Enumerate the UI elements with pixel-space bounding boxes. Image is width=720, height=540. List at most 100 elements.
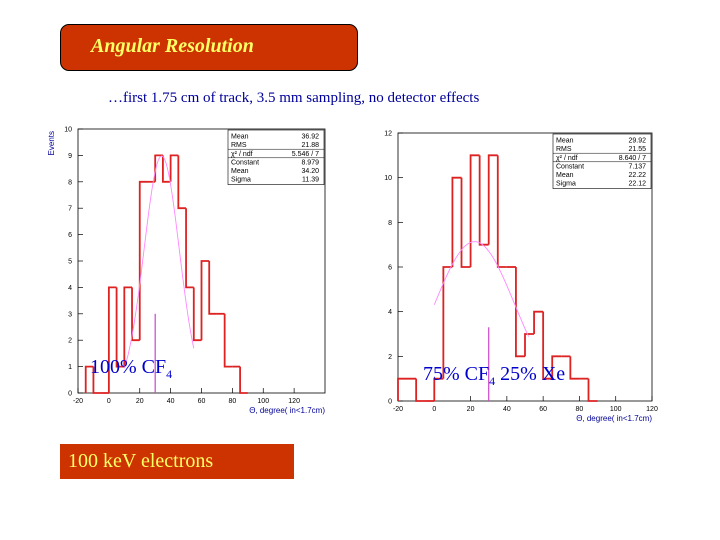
x-tick-label: 120 xyxy=(288,398,300,405)
x-tick-label: 0 xyxy=(107,398,111,405)
x-tick-label: -20 xyxy=(73,398,83,405)
histogram-bin xyxy=(84,365,94,393)
y-tick-label: 6 xyxy=(388,265,392,272)
histogram-bin xyxy=(169,154,179,182)
stats-label: χ² / ndf xyxy=(231,151,253,158)
y-tick-label: 8 xyxy=(68,179,72,186)
histogram-bin xyxy=(397,377,417,401)
y-axis-label: Events xyxy=(47,131,56,155)
stats-value: 8.640 / 7 xyxy=(619,155,646,162)
stats-value: 21.88 xyxy=(301,142,319,149)
stats-value: 21.55 xyxy=(628,146,646,153)
histogram-bin xyxy=(469,154,480,267)
stats-box xyxy=(227,129,325,185)
histogram-bin xyxy=(138,180,148,341)
histogram-bin xyxy=(496,155,507,268)
histogram-bin xyxy=(442,266,453,379)
stats-value: 29.92 xyxy=(628,138,646,145)
y-tick-label: 3 xyxy=(68,311,72,318)
stats-label: Constant xyxy=(556,163,584,170)
histogram-bin xyxy=(524,333,535,357)
histogram-bin xyxy=(239,366,248,394)
histogram-bin xyxy=(515,267,525,358)
stats-label: Sigma xyxy=(231,177,251,184)
y-tick-label: 4 xyxy=(68,285,72,292)
x-tick-label: 60 xyxy=(198,398,206,405)
x-tick-label: -20 xyxy=(393,406,403,413)
energy-banner: 100 keV electrons xyxy=(60,444,294,479)
histogram-bin xyxy=(123,286,133,367)
stats-value: 5.546 / 7 xyxy=(292,151,319,158)
y-tick-label: 6 xyxy=(68,232,72,239)
gas-mixture-label: 100% CF4 xyxy=(90,356,172,381)
histogram-bin xyxy=(223,313,233,368)
gaussian-fit-curve xyxy=(433,241,530,337)
histogram-bin xyxy=(451,176,462,267)
x-tick-label: 80 xyxy=(576,406,584,413)
histogram-bin xyxy=(192,287,202,342)
y-tick-label: 12 xyxy=(384,131,392,138)
y-tick-label: 1 xyxy=(68,364,72,371)
stats-label: χ² / ndf xyxy=(556,155,578,162)
stats-value: 7.137 xyxy=(628,163,646,170)
y-tick-label: 10 xyxy=(384,175,392,182)
histogram-bin xyxy=(208,261,217,315)
x-tick-label: 100 xyxy=(610,406,622,413)
histogram-bin xyxy=(162,155,171,183)
x-tick-label: 100 xyxy=(257,398,269,405)
gaussian-fit-curve xyxy=(123,155,195,369)
histogram-bin xyxy=(587,378,598,402)
histogram-bin xyxy=(177,155,187,210)
y-tick-label: 9 xyxy=(68,153,72,160)
y-tick-label: 0 xyxy=(388,399,392,406)
histogram-bin xyxy=(551,355,562,379)
stats-label: Sigma xyxy=(556,181,576,188)
energy-label: 100 keV electrons xyxy=(68,450,214,472)
x-tick-label: 80 xyxy=(228,398,236,405)
x-tick-label: 20 xyxy=(467,406,475,413)
x-tick-label: 40 xyxy=(167,398,175,405)
histogram-bin xyxy=(487,154,498,245)
stats-label: Mean xyxy=(231,168,249,175)
y-tick-label: 5 xyxy=(68,259,72,266)
stats-value: 8.979 xyxy=(301,159,319,166)
slide-subtitle: …first 1.75 cm of track, 3.5 mm sampling… xyxy=(108,90,480,106)
x-axis-label: Θ, degree( in<1.7cm) xyxy=(576,414,652,423)
histogram-bin xyxy=(478,155,489,246)
stats-label: Mean xyxy=(556,172,574,179)
title-banner: Angular Resolution xyxy=(60,24,358,71)
y-tick-label: 7 xyxy=(68,206,72,213)
histogram-bin xyxy=(185,208,194,289)
y-tick-label: 2 xyxy=(68,338,72,345)
y-tick-label: 10 xyxy=(64,127,72,134)
histogram-bin xyxy=(460,177,471,268)
stats-value: 22.22 xyxy=(628,172,646,179)
y-tick-label: 8 xyxy=(388,220,392,227)
histogram-bin xyxy=(433,377,444,401)
stats-label: RMS xyxy=(556,146,572,153)
x-tick-label: 20 xyxy=(136,398,144,405)
histogram-bin xyxy=(92,366,102,394)
stats-value: 11.39 xyxy=(302,177,319,184)
histogram-bin xyxy=(533,310,544,334)
gas-mixture-label: 75% CF4 25% Xe xyxy=(423,363,565,388)
stats-box xyxy=(552,133,652,189)
stats-value: 34.20 xyxy=(301,168,319,175)
stats-value: 22.12 xyxy=(628,181,646,188)
histogram-bin xyxy=(200,260,210,341)
x-tick-label: 40 xyxy=(503,406,511,413)
histogram-bin xyxy=(115,287,125,368)
y-tick-label: 0 xyxy=(68,391,72,398)
histogram-bin xyxy=(107,286,117,393)
x-tick-label: 60 xyxy=(539,406,547,413)
histogram-bin xyxy=(542,311,553,380)
slide-title: Angular Resolution xyxy=(91,35,254,57)
stats-value: 36.92 xyxy=(301,134,319,141)
stats-label: RMS xyxy=(231,142,247,149)
x-axis-label: Θ, degree( in<1.7cm) xyxy=(249,406,325,415)
stats-label: Constant xyxy=(231,159,259,166)
histogram-bin xyxy=(415,378,426,402)
y-tick-label: 4 xyxy=(388,309,392,316)
